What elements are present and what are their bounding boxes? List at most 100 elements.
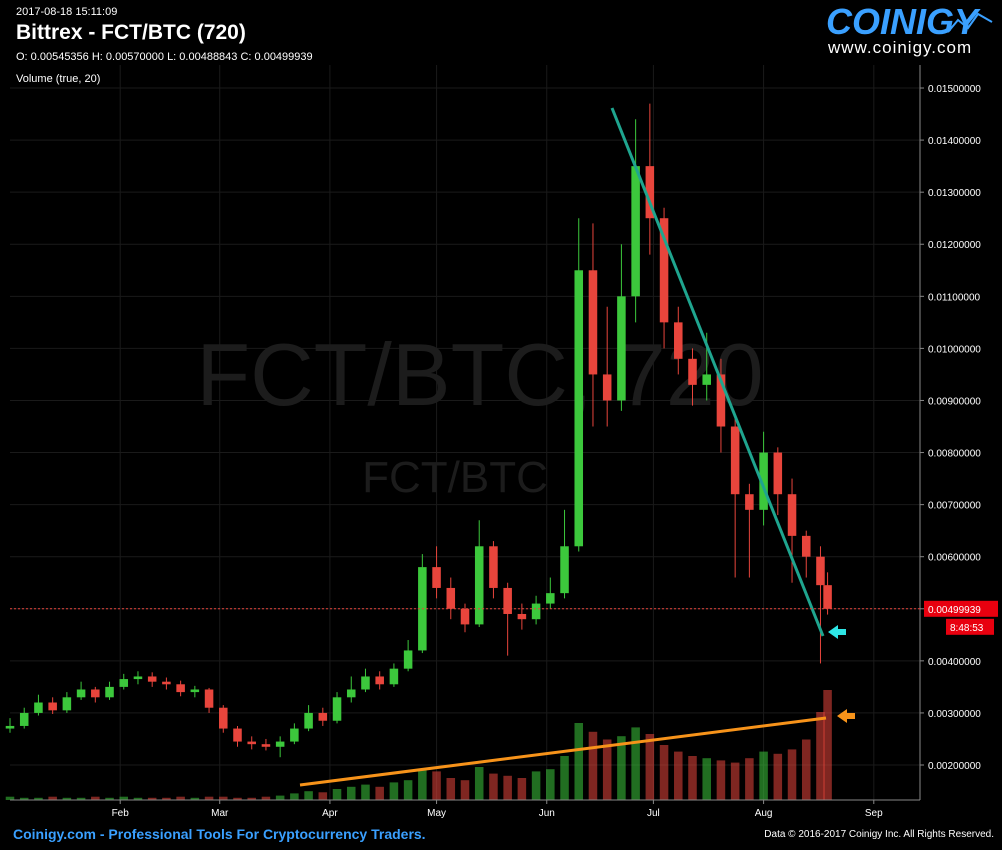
- volume-bar: [801, 739, 811, 800]
- candle-body: [304, 712, 313, 729]
- volume-bar: [460, 780, 470, 800]
- volume-bar: [332, 789, 342, 800]
- volume-bar: [503, 775, 512, 800]
- volume-bar: [219, 796, 228, 800]
- candle-body: [674, 322, 683, 359]
- candle-body: [588, 270, 598, 375]
- candle-body: [617, 296, 626, 401]
- candle-body: [176, 684, 185, 693]
- candle-body: [62, 697, 72, 711]
- candle-body: [332, 697, 342, 721]
- candle-body: [346, 689, 356, 698]
- candle-body: [730, 426, 740, 495]
- volume-bar: [247, 797, 256, 800]
- volume-bar: [76, 797, 86, 800]
- volume-bar: [418, 769, 427, 800]
- volume-bar: [674, 751, 683, 800]
- candle-body: [375, 676, 384, 685]
- candle-body: [474, 546, 484, 625]
- volume-bar: [375, 786, 384, 800]
- grid: [10, 65, 920, 800]
- candle-body: [290, 728, 299, 742]
- candle-body: [787, 494, 797, 536]
- candle-body: [204, 689, 214, 708]
- brand-icon: [947, 12, 993, 33]
- watermark-small: FCT/BTC: [362, 453, 548, 502]
- volume-bar: [730, 762, 740, 800]
- candle-body: [645, 166, 655, 219]
- watermark: FCT/BTC, 720: [196, 325, 763, 424]
- candle-body: [517, 613, 527, 620]
- volume-bar: [688, 756, 697, 800]
- candle-body: [759, 452, 768, 510]
- volume-label: Volume (true, 20): [16, 73, 100, 85]
- volume-bar: [361, 784, 370, 800]
- volume-bar: [5, 796, 15, 800]
- volume-bar: [389, 782, 399, 800]
- volume-bar: [147, 797, 157, 800]
- x-tick-label: Apr: [322, 808, 338, 819]
- volume-bar: [446, 778, 456, 800]
- candle-body: [659, 218, 669, 323]
- volume-bar: [62, 797, 72, 800]
- timestamp: 2017-08-18 15:11:09: [16, 6, 117, 18]
- candle-body: [318, 712, 328, 721]
- volume-bar: [560, 756, 569, 800]
- candle-body: [716, 374, 726, 427]
- x-tick-label: Sep: [865, 808, 883, 819]
- volume-bar: [233, 797, 242, 800]
- volume-bar: [133, 797, 143, 800]
- volume-bar: [474, 767, 484, 800]
- brand-logo: COINIGY: [826, 1, 981, 42]
- candle-body: [48, 702, 57, 711]
- candle-body: [119, 679, 129, 687]
- volume-bar: [816, 712, 825, 800]
- candle-body: [275, 741, 285, 747]
- candle-body: [162, 681, 171, 685]
- chart-title: Bittrex - FCT/BTC (720): [16, 21, 246, 44]
- candle-body: [489, 546, 498, 588]
- cyan-arrow: [828, 625, 846, 639]
- resistance-trendline: [610, 107, 825, 637]
- candle-body: [34, 702, 43, 713]
- y-tick-label: 0.00400000: [928, 657, 981, 668]
- candle-body: [389, 668, 399, 685]
- candle-body: [574, 270, 584, 547]
- candle-body: [631, 166, 640, 297]
- candle-layer: [5, 103, 832, 758]
- volume-bar: [275, 795, 285, 800]
- volume-bar: [432, 771, 441, 800]
- volume-bar: [787, 749, 797, 800]
- volume-bar: [574, 723, 584, 800]
- volume-bar: [702, 758, 711, 800]
- volume-bar: [546, 769, 555, 800]
- brand-url: www.coinigy.com: [827, 38, 972, 57]
- candle-body: [702, 374, 711, 385]
- y-tick-label: 0.00200000: [928, 761, 981, 772]
- candle-body: [446, 587, 456, 609]
- volume-bar: [489, 773, 498, 800]
- y-tick-label: 0.00900000: [928, 396, 981, 407]
- volume-bar: [773, 753, 783, 800]
- candle-body: [233, 728, 242, 742]
- candle-body: [361, 676, 370, 690]
- volume-bar: [34, 797, 43, 800]
- ohlc-info: O: 0.00545356 H: 0.00570000 L: 0.0048884…: [16, 51, 313, 63]
- volume-bar: [531, 771, 541, 800]
- candle-body: [219, 707, 228, 729]
- volume-bar: [204, 796, 214, 800]
- y-tick-label: 0.00700000: [928, 501, 981, 512]
- last-price-box: [924, 600, 998, 617]
- volume-bar: [176, 796, 185, 800]
- volume-bar: [659, 745, 669, 800]
- countdown-box: [946, 618, 994, 635]
- volume-bar: [759, 751, 768, 800]
- volume-bar: [304, 791, 313, 800]
- footer-copyright: Data © 2016-2017 Coinigy Inc. All Rights…: [764, 829, 994, 840]
- y-tick-label: 0.01000000: [928, 344, 981, 355]
- candle-body: [546, 593, 555, 604]
- candle-body: [816, 556, 825, 586]
